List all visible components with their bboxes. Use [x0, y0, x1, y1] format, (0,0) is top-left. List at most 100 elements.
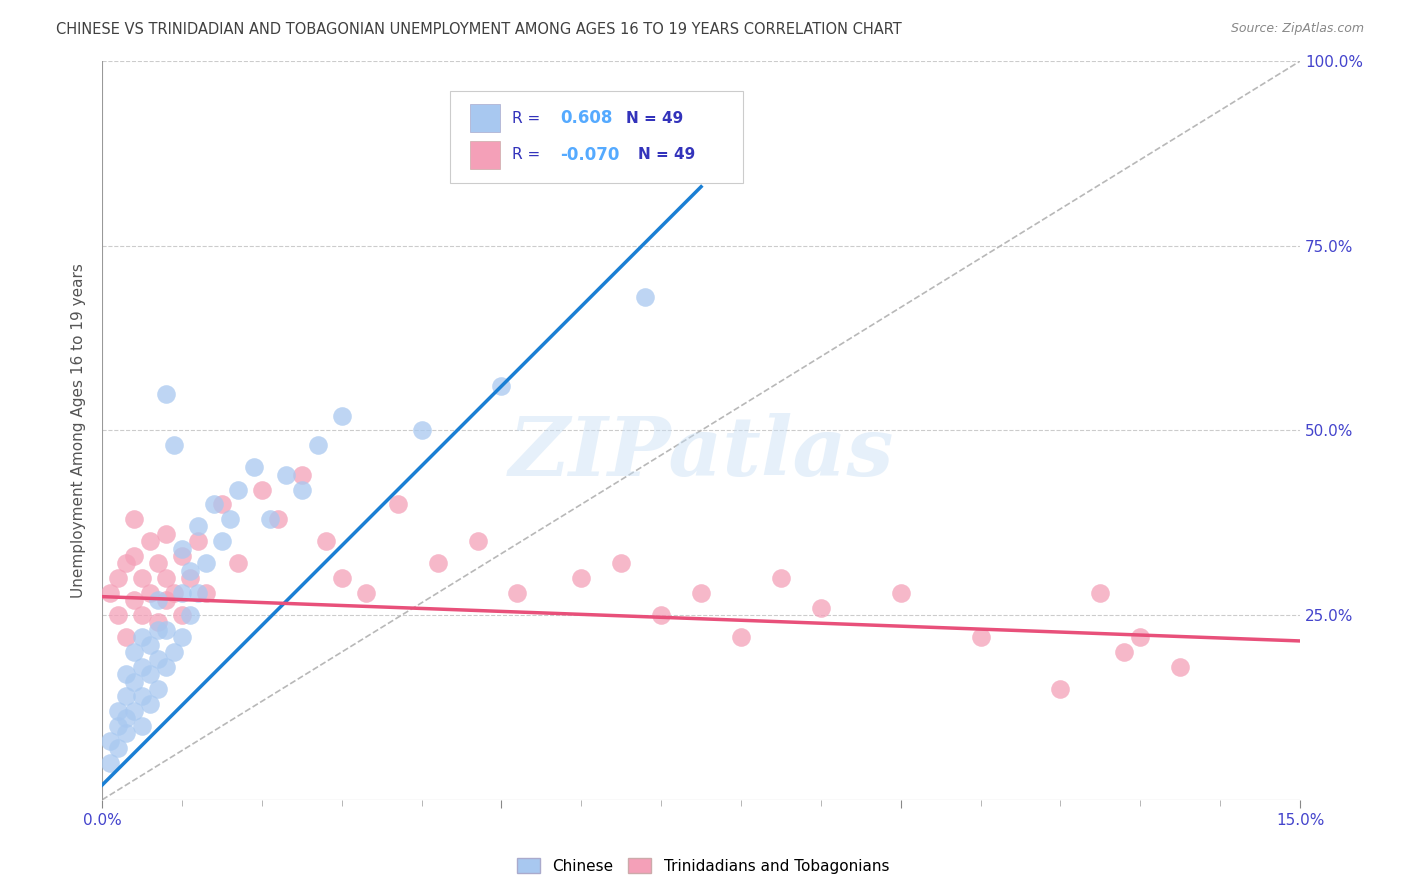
Point	[769, 571, 792, 585]
Point	[139, 534, 162, 549]
Point	[139, 638, 162, 652]
Point	[107, 719, 129, 733]
Point	[690, 586, 713, 600]
Point	[170, 541, 193, 556]
Point	[170, 608, 193, 623]
Point	[146, 615, 169, 630]
Point	[146, 593, 169, 607]
Point	[226, 483, 249, 497]
Point	[187, 586, 209, 600]
Point	[195, 586, 218, 600]
Point	[291, 483, 314, 497]
Point	[250, 483, 273, 497]
Point	[569, 571, 592, 585]
Point	[115, 711, 138, 725]
Point	[1129, 630, 1152, 644]
Point	[155, 660, 177, 674]
Point	[1168, 660, 1191, 674]
Text: ZIPatlas: ZIPatlas	[509, 413, 894, 492]
Point	[426, 557, 449, 571]
Point	[115, 726, 138, 740]
Point	[650, 608, 672, 623]
Point	[155, 593, 177, 607]
Text: N = 49: N = 49	[626, 111, 683, 126]
Point	[259, 512, 281, 526]
Point	[155, 386, 177, 401]
Point	[115, 690, 138, 704]
Point	[170, 630, 193, 644]
FancyBboxPatch shape	[470, 141, 501, 169]
Point	[131, 690, 153, 704]
Point	[810, 600, 832, 615]
Point	[307, 438, 329, 452]
Point	[139, 697, 162, 711]
Point	[890, 586, 912, 600]
Point	[155, 623, 177, 637]
FancyBboxPatch shape	[470, 104, 501, 132]
Point	[115, 630, 138, 644]
Point	[107, 608, 129, 623]
Y-axis label: Unemployment Among Ages 16 to 19 years: Unemployment Among Ages 16 to 19 years	[72, 263, 86, 598]
Point	[187, 519, 209, 533]
Point	[122, 674, 145, 689]
Point	[163, 586, 186, 600]
Point	[411, 424, 433, 438]
Text: CHINESE VS TRINIDADIAN AND TOBAGONIAN UNEMPLOYMENT AMONG AGES 16 TO 19 YEARS COR: CHINESE VS TRINIDADIAN AND TOBAGONIAN UN…	[56, 22, 903, 37]
Point	[170, 549, 193, 563]
Point	[98, 756, 121, 770]
Point	[634, 291, 657, 305]
Point	[330, 409, 353, 423]
Point	[211, 497, 233, 511]
Text: Source: ZipAtlas.com: Source: ZipAtlas.com	[1230, 22, 1364, 36]
Point	[131, 660, 153, 674]
Point	[1049, 681, 1071, 696]
Point	[155, 526, 177, 541]
Point	[122, 512, 145, 526]
Point	[155, 571, 177, 585]
Point	[274, 467, 297, 482]
Point	[131, 608, 153, 623]
Point	[107, 704, 129, 718]
Text: 0.608: 0.608	[560, 109, 612, 127]
Point	[291, 467, 314, 482]
Legend: Chinese, Trinidadians and Tobagonians: Chinese, Trinidadians and Tobagonians	[510, 852, 896, 880]
Point	[115, 557, 138, 571]
Point	[122, 645, 145, 659]
Point	[179, 608, 201, 623]
Point	[131, 719, 153, 733]
Point	[146, 681, 169, 696]
Point	[146, 652, 169, 666]
Point	[226, 557, 249, 571]
Point	[730, 630, 752, 644]
Point	[107, 741, 129, 756]
Text: R =: R =	[512, 147, 546, 162]
Point	[187, 534, 209, 549]
Point	[1114, 645, 1136, 659]
Point	[179, 571, 201, 585]
Point	[969, 630, 991, 644]
Point	[131, 571, 153, 585]
Point	[98, 586, 121, 600]
Point	[115, 667, 138, 681]
Point	[170, 586, 193, 600]
Point	[211, 534, 233, 549]
Point	[267, 512, 290, 526]
Point	[195, 557, 218, 571]
FancyBboxPatch shape	[450, 91, 742, 183]
Point	[131, 630, 153, 644]
Point	[146, 557, 169, 571]
Point	[330, 571, 353, 585]
Point	[1090, 586, 1112, 600]
Text: -0.070: -0.070	[560, 146, 619, 164]
Text: N = 49: N = 49	[638, 147, 695, 162]
Point	[315, 534, 337, 549]
Point	[354, 586, 377, 600]
Point	[179, 564, 201, 578]
Point	[506, 586, 529, 600]
Point	[107, 571, 129, 585]
Point	[98, 733, 121, 747]
Text: R =: R =	[512, 111, 546, 126]
Point	[202, 497, 225, 511]
Point	[122, 704, 145, 718]
Point	[467, 534, 489, 549]
